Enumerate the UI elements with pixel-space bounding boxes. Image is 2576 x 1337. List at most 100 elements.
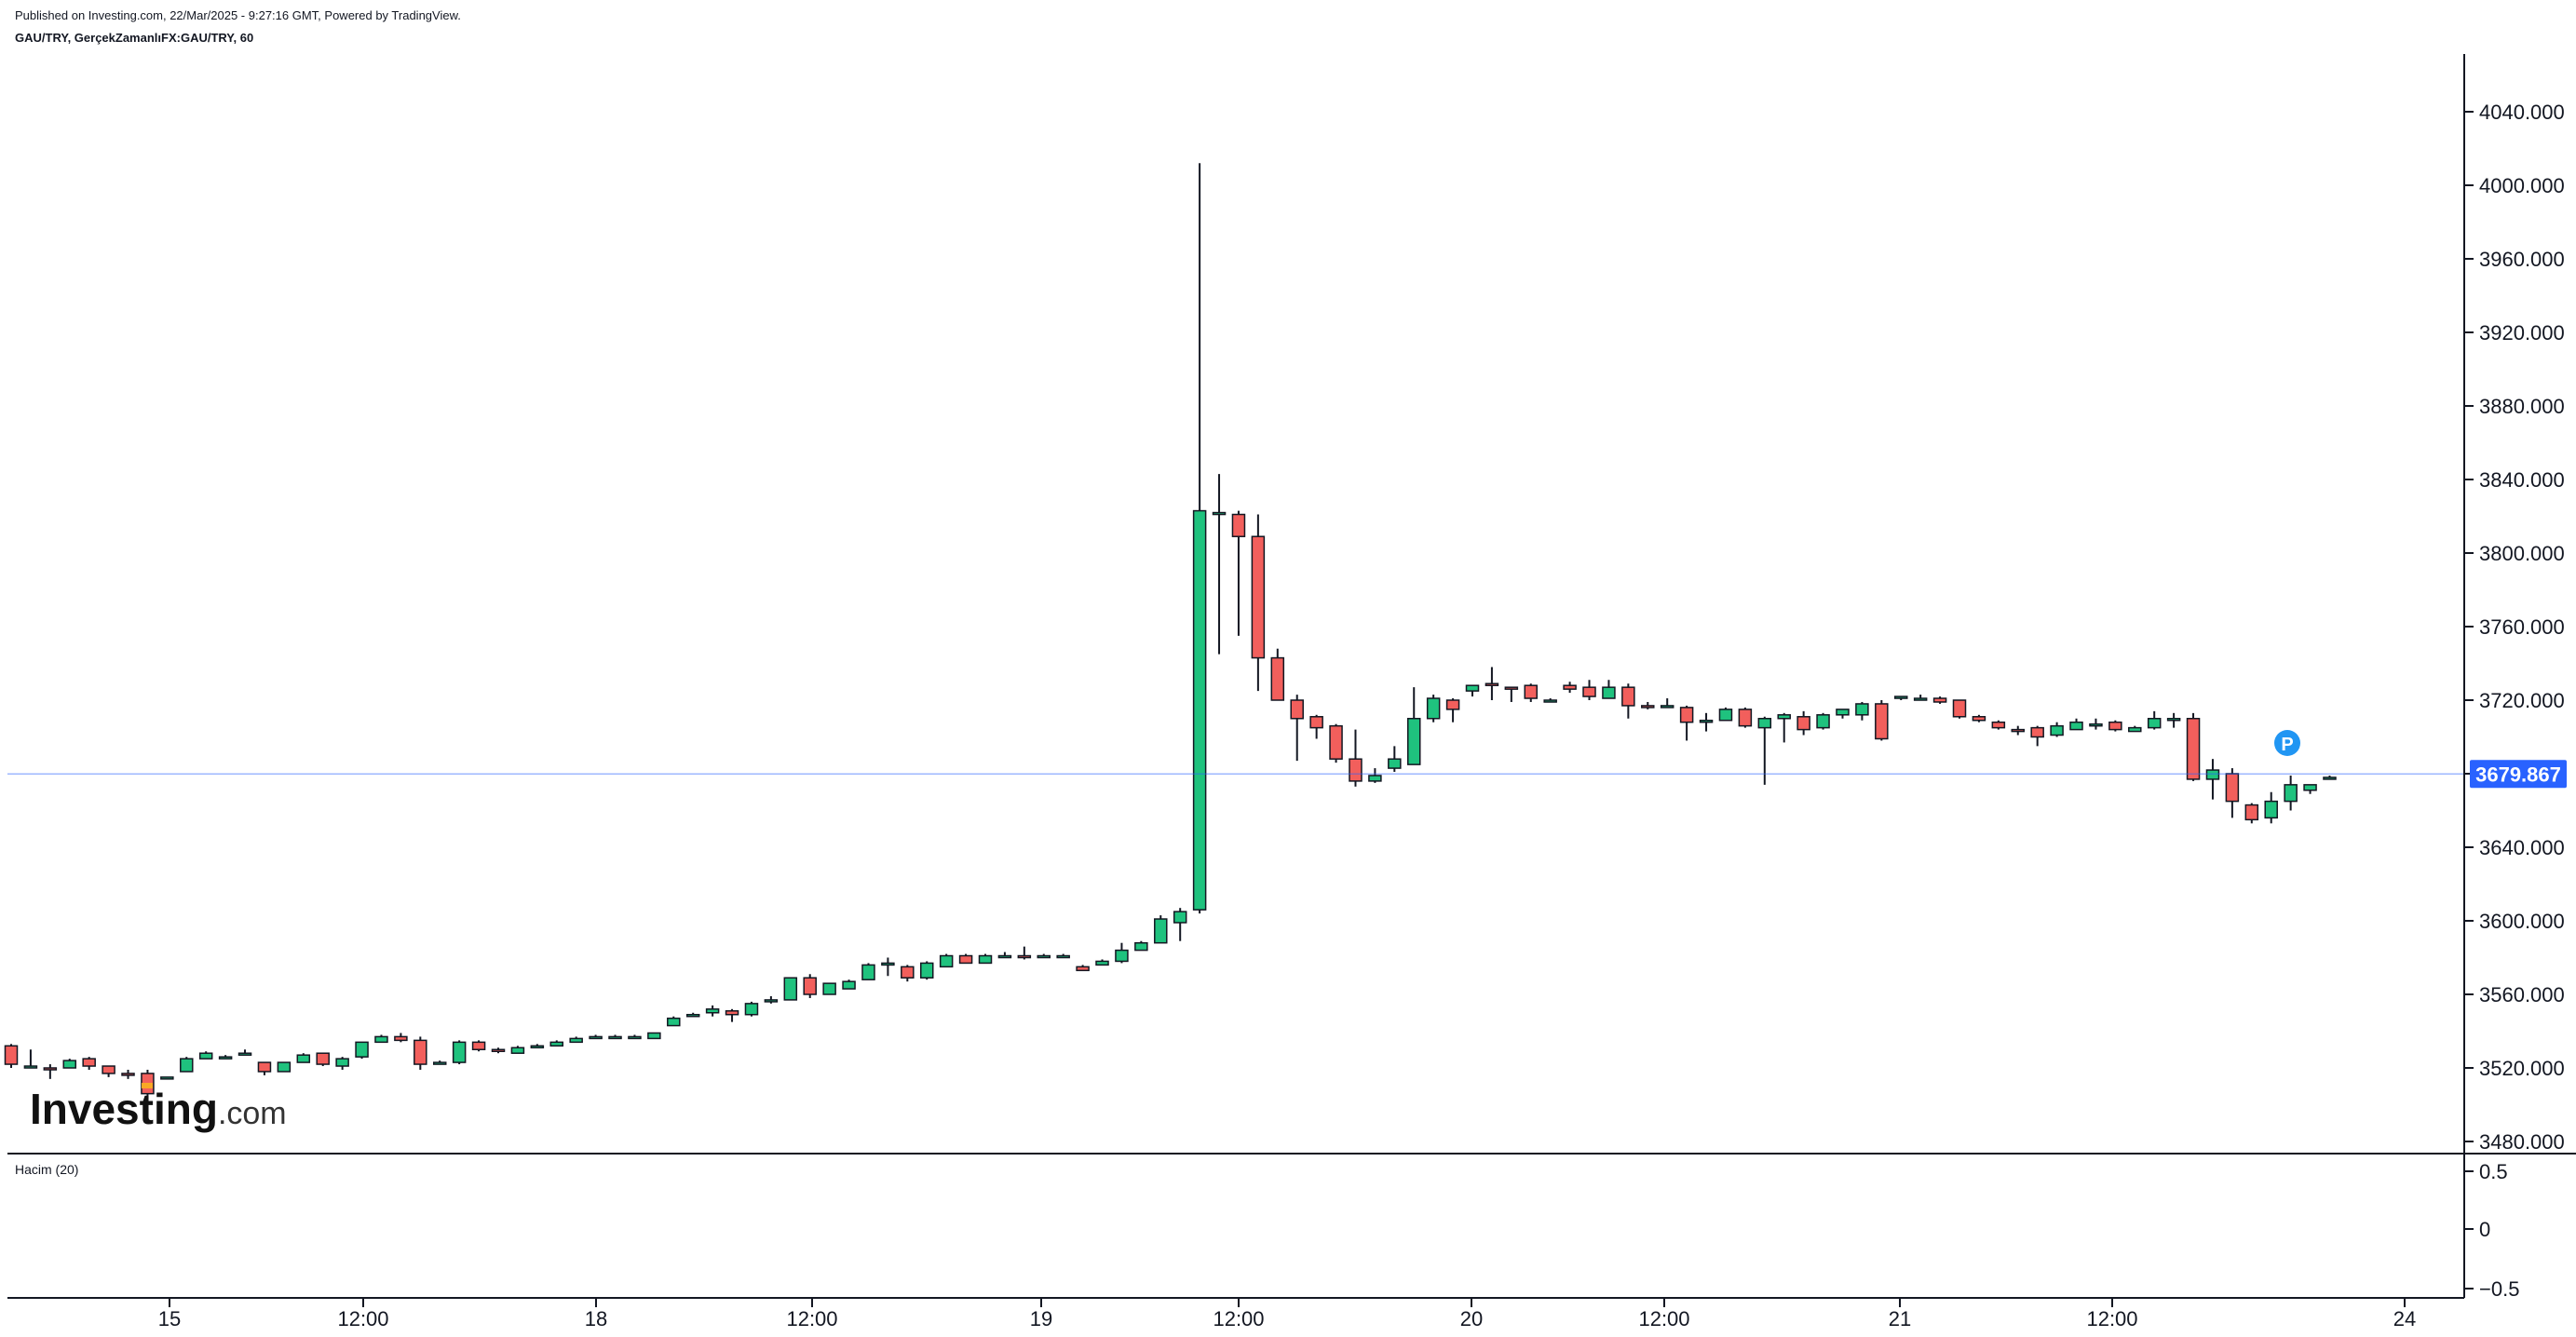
candle: [335, 1057, 349, 1070]
candle-body-down: [2030, 726, 2044, 738]
published-caption: Published on Investing.com, 22/Mar/2025 …: [15, 8, 461, 22]
logo-accent: [142, 1083, 153, 1088]
candle: [1056, 953, 1070, 959]
candle-body-down: [2225, 773, 2240, 803]
candle-body-up: [1777, 714, 1791, 720]
candle: [1582, 680, 1596, 700]
candle: [1368, 768, 1382, 783]
candle: [2147, 710, 2162, 730]
candle-body-down: [102, 1065, 115, 1074]
candle: [744, 1001, 759, 1017]
candle-body-up: [1134, 941, 1148, 952]
time-tick-label: 18: [585, 1307, 607, 1330]
candle-body-down: [1641, 705, 1655, 709]
price-tick-label: 3480.000: [2479, 1130, 2565, 1154]
time-tick-label: 15: [158, 1307, 181, 1330]
time-tick-label: 21: [1889, 1307, 1911, 1330]
candle: [1095, 959, 1109, 966]
candle-body-up: [1757, 718, 1772, 729]
candle: [2303, 784, 2317, 794]
candle: [2011, 725, 2026, 736]
candle-body-down: [1270, 656, 1285, 701]
candle-body-up: [1699, 719, 1714, 723]
candle: [2323, 775, 2337, 780]
candle: [432, 1060, 447, 1065]
price-tick-label: 3840.000: [2479, 468, 2565, 492]
candle-body-down: [471, 1041, 486, 1050]
candle-body-down: [1329, 724, 1343, 760]
candle-body-down: [121, 1073, 135, 1076]
price-tick-label: 4040.000: [2479, 101, 2565, 124]
symbol-caption: GAU/TRY, GerçekZamanlıFX:GAU/TRY, 60: [15, 31, 254, 45]
time-tick-label: 12:00: [337, 1307, 388, 1330]
candle-body-up: [705, 1008, 720, 1014]
candle: [2050, 722, 2064, 737]
candle-body-up: [160, 1076, 174, 1080]
candle-body-up: [569, 1037, 583, 1044]
candle-body-down: [1524, 684, 1539, 699]
candle: [121, 1069, 135, 1079]
candle: [491, 1047, 506, 1054]
candle-body-up: [1602, 686, 1616, 699]
candle: [861, 963, 875, 980]
candle-body-down: [1738, 709, 1753, 727]
candle: [1602, 680, 1616, 699]
candle-body-up: [1855, 703, 1869, 716]
candle-body-down: [901, 966, 915, 979]
candle: [1329, 723, 1343, 763]
candle-body-up: [861, 964, 875, 980]
candle: [1875, 700, 1889, 741]
candle: [1991, 720, 2006, 730]
candle-body-up: [978, 954, 993, 965]
candle-body-down: [316, 1052, 330, 1065]
candle: [1660, 698, 1674, 709]
candle: [1485, 667, 1499, 700]
candle: [355, 1041, 369, 1060]
candle: [822, 982, 836, 995]
last-price-value: 3679.867: [2475, 763, 2561, 786]
candle: [180, 1057, 194, 1073]
candle: [1115, 942, 1129, 964]
candle: [1718, 707, 1733, 722]
candle: [2089, 718, 2103, 730]
candle-body-up: [685, 1013, 700, 1018]
candle-body-down: [491, 1048, 506, 1052]
candle: [1932, 696, 1947, 704]
price-tick-label: 3720.000: [2479, 689, 2565, 712]
price-tick-label: 3800.000: [2479, 542, 2565, 565]
candle-body-up: [1192, 509, 1207, 911]
candle-body-up: [198, 1052, 213, 1060]
candle-body-up: [2323, 777, 2337, 780]
candle: [82, 1057, 96, 1070]
price-axis[interactable]: 3480.000 3520.000 3560.000 3600.000 3640.000…: [2464, 101, 2565, 1154]
candle-body-up: [608, 1035, 622, 1040]
candle-body-up: [764, 999, 779, 1003]
candle-body-up: [237, 1052, 252, 1056]
candle: [1426, 695, 1441, 723]
candle-body-up: [549, 1041, 564, 1047]
candle-body-down: [1504, 686, 1519, 690]
candle-body-down: [1231, 513, 1246, 537]
candle: [997, 952, 1012, 959]
candle: [471, 1040, 486, 1052]
time-axis[interactable]: 15 12:00 18 12:00 19 12:00 20 12:00 21 12:00 24: [158, 1298, 2416, 1330]
candle-body-down: [1875, 703, 1889, 740]
candle-body-up: [277, 1061, 291, 1073]
candle: [2186, 712, 2201, 781]
candle: [647, 1032, 661, 1040]
last-price-tag: 3679.867: [2470, 760, 2567, 789]
candle: [510, 1046, 525, 1054]
candle-body-down: [1679, 707, 1694, 723]
candle: [2128, 725, 2142, 733]
candle: [1017, 946, 1032, 960]
candle: [1134, 940, 1148, 952]
candle: [1406, 687, 1421, 765]
candle-body-up: [1406, 718, 1421, 765]
candle-body-up: [1037, 954, 1051, 959]
candle: [1173, 908, 1187, 941]
candle-body-down: [1290, 699, 1304, 720]
position-marker[interactable]: P: [2274, 730, 2300, 756]
candle: [803, 974, 817, 998]
candle: [1465, 684, 1480, 697]
